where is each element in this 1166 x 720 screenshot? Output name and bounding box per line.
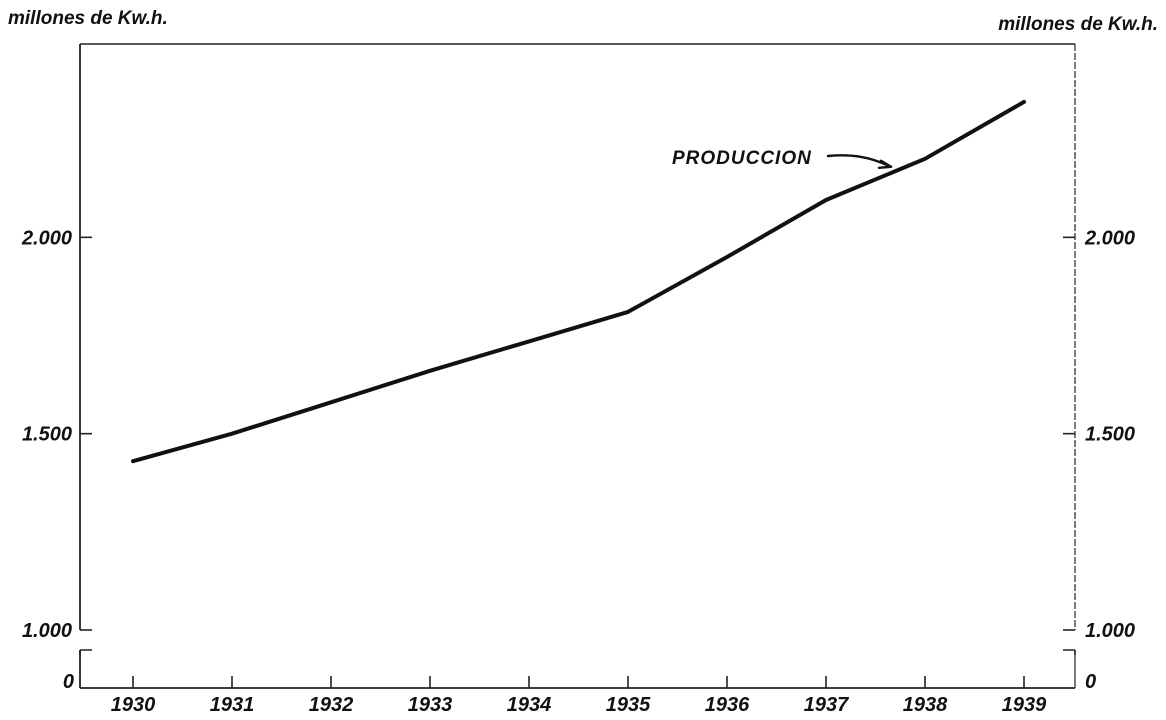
right-y-tick-label-1500: 1.500 xyxy=(1085,424,1135,446)
left-y-tick-label-1000: 1.000 xyxy=(22,620,72,642)
data-series xyxy=(131,99,1026,464)
x-tick-label-1936: 1936 xyxy=(705,694,750,716)
axis-ticks xyxy=(80,236,1075,688)
x-tick-label-1933: 1933 xyxy=(408,694,453,716)
x-tick-label-1930: 1930 xyxy=(111,694,156,716)
right-axis-break-mark xyxy=(1063,649,1076,655)
x-tick-label-1938: 1938 xyxy=(903,694,948,716)
x-tick-label-1932: 1932 xyxy=(309,694,354,716)
production-annotation-arrowhead xyxy=(877,159,893,169)
right-y-tick-label-1000: 1.000 xyxy=(1085,620,1135,642)
left-y-tick-label-1500: 1.500 xyxy=(22,424,72,446)
production-series-label: PRODUCCION xyxy=(672,148,812,169)
chart-frame xyxy=(79,43,1076,689)
x-tick-label-1939: 1939 xyxy=(1002,694,1047,716)
x-tick-label-1937: 1937 xyxy=(804,694,849,716)
x-tick-label-1934: 1934 xyxy=(507,694,552,716)
left-y-zero-label: 0 xyxy=(63,671,74,693)
left-y-tick-label-2000: 2.000 xyxy=(21,227,72,249)
chart-annotations: PRODUCCION xyxy=(672,148,893,169)
left-axis-break-mark xyxy=(79,649,92,655)
left-y-axis-unit-label: millones de Kw.h. xyxy=(8,8,168,29)
right-y-zero-label: 0 xyxy=(1085,671,1096,693)
x-tick-label-1931: 1931 xyxy=(210,694,255,716)
right-y-axis-unit-label: millones de Kw.h. xyxy=(998,14,1158,35)
right-y-tick-label-2000: 2.000 xyxy=(1084,227,1135,249)
axis-labels: millones de Kw.h. millones de Kw.h. 1.000 1… xyxy=(8,8,1158,716)
x-tick-label-1935: 1935 xyxy=(606,694,651,716)
production-series-line xyxy=(131,99,1026,464)
